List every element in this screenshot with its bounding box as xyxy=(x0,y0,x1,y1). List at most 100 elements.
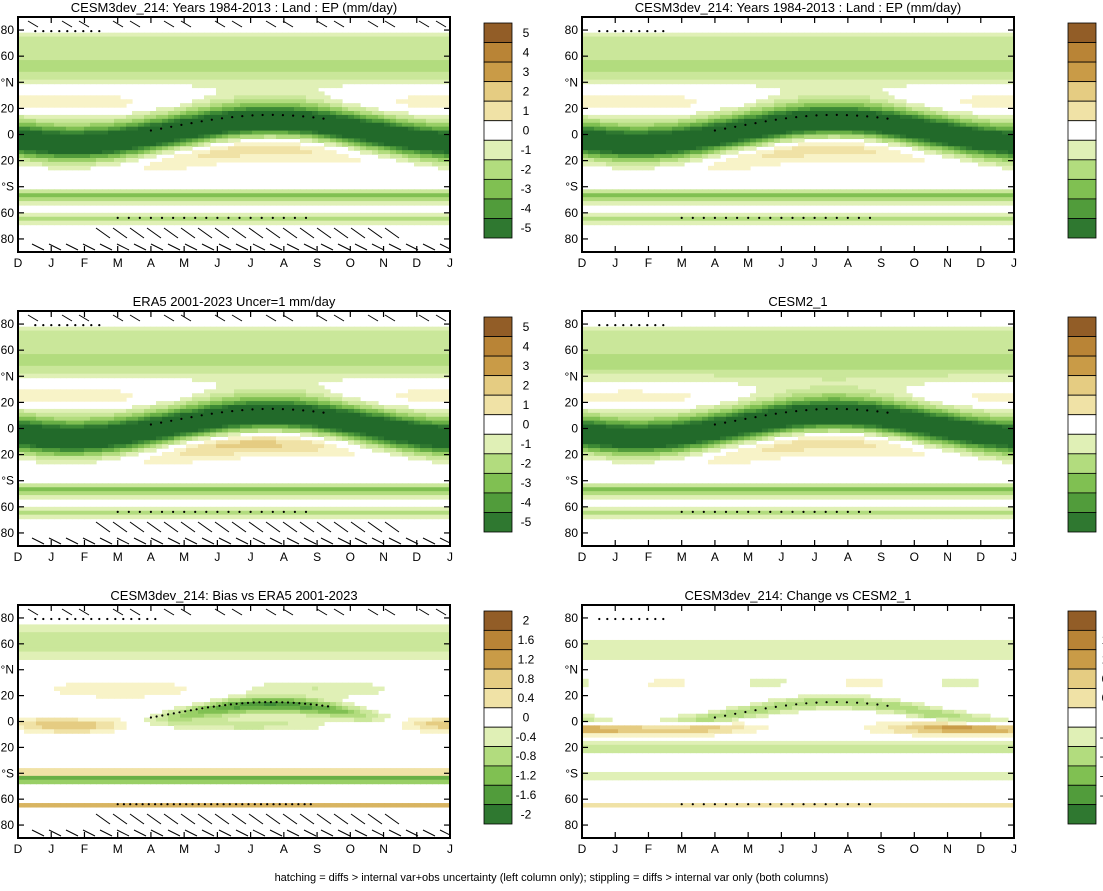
heatmap-cell xyxy=(852,122,859,128)
heatmap-cell xyxy=(900,107,907,112)
heatmap-cell xyxy=(222,103,229,108)
heatmap-cell xyxy=(834,40,841,46)
heatmap-cell xyxy=(54,130,61,136)
heatmap-cell xyxy=(780,197,787,202)
heatmap-cell xyxy=(642,158,649,163)
heatmap-cell xyxy=(654,122,661,128)
heatmap-cell xyxy=(84,95,91,100)
heatmap-cell xyxy=(732,158,739,163)
heatmap-cell xyxy=(396,154,403,159)
heatmap-cell xyxy=(822,193,829,198)
heatmap-cell xyxy=(342,193,349,198)
hatch-mark xyxy=(214,227,230,239)
heatmap-cell xyxy=(918,40,925,46)
heatmap-cell xyxy=(192,75,199,81)
stipple-dot xyxy=(127,216,130,219)
heatmap-cell xyxy=(36,99,43,104)
heatmap-cell xyxy=(306,146,313,151)
heatmap-cell xyxy=(60,44,67,49)
heatmap-cell xyxy=(804,142,811,147)
heatmap-cell xyxy=(780,40,787,46)
heatmap-cell xyxy=(336,32,343,38)
heatmap-cell xyxy=(48,75,55,81)
heatmap-cell xyxy=(438,64,445,69)
heatmap-cell xyxy=(30,138,37,143)
heatmap-cell xyxy=(120,193,127,198)
heatmap-cell xyxy=(414,114,421,120)
heatmap-cell xyxy=(714,52,721,57)
heatmap-cell xyxy=(708,60,715,65)
heatmap-cell xyxy=(630,142,637,147)
heatmap-cell xyxy=(204,150,211,155)
heatmap-cell xyxy=(918,216,925,222)
heatmap-cell xyxy=(108,161,115,167)
heatmap-cell xyxy=(234,111,241,116)
heatmap-cell xyxy=(24,134,31,140)
heatmap-cell xyxy=(42,71,49,77)
heatmap-cell xyxy=(654,103,661,108)
heatmap-cell xyxy=(60,189,67,194)
heatmap-cell xyxy=(96,40,103,46)
heatmap-cell xyxy=(606,52,613,57)
heatmap-cell xyxy=(378,197,385,202)
heatmap-cell xyxy=(108,142,115,147)
heatmap-cell xyxy=(228,130,235,136)
heatmap-cell xyxy=(228,201,235,206)
heatmap-cell xyxy=(60,220,67,226)
heatmap-cell xyxy=(828,216,835,222)
heatmap-cell xyxy=(192,130,199,136)
heatmap-cell xyxy=(24,158,31,163)
heatmap-cell xyxy=(684,130,691,136)
heatmap-cell xyxy=(288,197,295,202)
heatmap-cell xyxy=(426,220,433,226)
heatmap-cell xyxy=(150,52,157,57)
hatch-mark xyxy=(48,243,62,251)
heatmap-cell xyxy=(834,154,841,159)
heatmap-cell xyxy=(780,130,787,136)
heatmap-cell xyxy=(834,67,841,73)
heatmap-cell xyxy=(414,79,421,85)
heatmap-cell xyxy=(744,161,751,167)
heatmap-cell xyxy=(294,212,301,218)
heatmap-cell xyxy=(414,67,421,73)
heatmap-cell xyxy=(708,67,715,73)
heatmap-cell xyxy=(66,201,73,206)
heatmap-cell xyxy=(342,79,349,85)
heatmap-cell xyxy=(168,40,175,46)
heatmap-cell xyxy=(882,197,889,202)
heatmap-cell xyxy=(78,220,85,226)
heatmap-cell xyxy=(756,158,763,163)
heatmap-cell xyxy=(336,118,343,124)
heatmap-cell xyxy=(582,64,589,69)
heatmap-cell xyxy=(924,197,931,202)
heatmap-cell xyxy=(732,134,739,140)
heatmap-cell xyxy=(846,75,853,81)
heatmap-cell xyxy=(426,44,433,49)
heatmap-cell xyxy=(150,64,157,69)
heatmap-cell xyxy=(156,142,163,147)
heatmap-cell xyxy=(864,99,871,104)
heatmap-cell xyxy=(936,36,943,42)
heatmap-cell xyxy=(810,111,817,116)
heatmap-cell xyxy=(318,114,325,120)
heatmap-cell xyxy=(840,216,847,222)
heatmap-cell xyxy=(720,130,727,136)
heatmap-cell xyxy=(834,103,841,108)
heatmap-cell xyxy=(222,122,229,128)
heatmap-cell xyxy=(750,201,757,206)
heatmap-cell xyxy=(264,134,271,140)
heatmap-cell xyxy=(774,220,781,226)
heatmap-cell xyxy=(612,193,619,198)
heatmap-cell xyxy=(738,56,745,61)
heatmap-cell xyxy=(840,95,847,100)
heatmap-cell xyxy=(276,150,283,155)
hatch-mark xyxy=(457,244,469,250)
heatmap-cell xyxy=(252,130,259,136)
heatmap-cell xyxy=(426,32,433,38)
heatmap-cell xyxy=(786,52,793,57)
heatmap-cell xyxy=(168,138,175,143)
heatmap-cell xyxy=(762,107,769,112)
heatmap-cell xyxy=(360,212,367,218)
heatmap-cell xyxy=(144,134,151,140)
heatmap-cell xyxy=(144,201,151,206)
